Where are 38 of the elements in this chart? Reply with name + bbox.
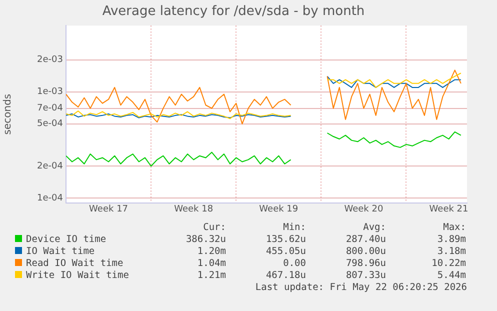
text: 5.44m [436, 270, 466, 282]
legend-label: IO Wait time [25, 246, 96, 258]
y-tick-label: 5e-04 [37, 119, 64, 130]
text: 3.89m [436, 234, 466, 246]
text: 467.18u [264, 270, 306, 282]
text: 807.33u [344, 270, 386, 282]
text: Last update: Fri May 22 06:20:25 2026 [255, 282, 467, 293]
legend-label: Device IO time [25, 234, 108, 246]
y-axis-title: seconds [2, 94, 14, 135]
text: 455.05u [264, 246, 306, 258]
y-tick-label: 7e-04 [37, 104, 64, 114]
text: 135.62u [264, 234, 306, 246]
y-tick-label: 2e-04 [37, 161, 64, 172]
y-tick-label: 1e-03 [37, 87, 63, 98]
x-tick-label: Week 19 [259, 204, 298, 215]
x-tick-label: Week 21 [429, 204, 468, 215]
chart-title: Average latency for /dev/sda - by month [102, 4, 365, 20]
text: Avg: [362, 222, 386, 234]
text: 1.21m [196, 270, 226, 282]
text: 1.04m [196, 258, 226, 270]
x-tick-label: Week 18 [174, 204, 214, 215]
text: 287.40u [344, 234, 386, 246]
text: 386.32u [184, 234, 226, 246]
x-tick-label: Week 20 [344, 204, 384, 215]
x-tick-label: Week 17 [89, 204, 128, 215]
text: Max: [442, 222, 466, 234]
y-tick-label: 1e-04 [37, 193, 64, 204]
text: Cur: [202, 222, 226, 234]
text: Min: [282, 222, 306, 234]
text: 1.20m [196, 246, 226, 258]
text: 800.00u [344, 246, 386, 258]
legend-label: Read IO Wait time [25, 258, 124, 270]
text: 798.96u [344, 258, 386, 270]
text: 10.22m [430, 258, 466, 270]
legend-label: Write IO Wait time [25, 270, 130, 282]
text: 3.18m [436, 246, 466, 258]
y-tick-label: 2e-03 [37, 55, 63, 66]
text: 0.00 [282, 258, 306, 270]
